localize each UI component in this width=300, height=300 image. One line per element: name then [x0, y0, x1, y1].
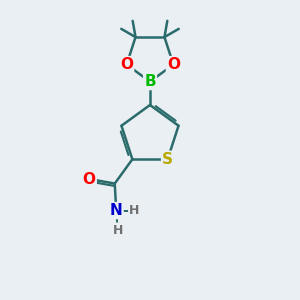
Text: O: O — [83, 172, 96, 187]
Text: H: H — [112, 224, 123, 236]
Text: B: B — [144, 74, 156, 89]
Text: O: O — [167, 57, 180, 72]
Text: H: H — [129, 204, 140, 217]
Text: S: S — [162, 152, 173, 167]
Text: N: N — [110, 203, 123, 218]
Text: O: O — [120, 57, 133, 72]
